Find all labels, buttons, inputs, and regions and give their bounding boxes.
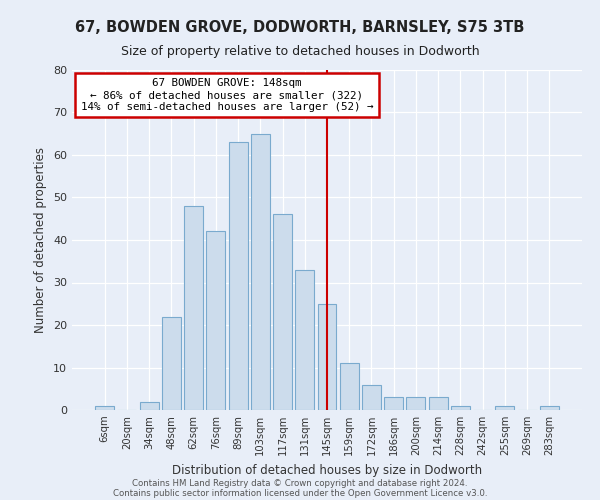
Bar <box>451 406 470 410</box>
Bar <box>429 397 448 410</box>
Bar <box>251 134 270 410</box>
Text: Contains public sector information licensed under the Open Government Licence v3: Contains public sector information licen… <box>113 488 487 498</box>
Bar <box>95 406 114 410</box>
Bar <box>273 214 292 410</box>
Bar <box>140 402 158 410</box>
Bar <box>184 206 203 410</box>
Text: Size of property relative to detached houses in Dodworth: Size of property relative to detached ho… <box>121 45 479 58</box>
Bar <box>406 397 425 410</box>
Y-axis label: Number of detached properties: Number of detached properties <box>34 147 47 333</box>
Bar <box>496 406 514 410</box>
Bar <box>295 270 314 410</box>
Text: Contains HM Land Registry data © Crown copyright and database right 2024.: Contains HM Land Registry data © Crown c… <box>132 478 468 488</box>
Text: 67, BOWDEN GROVE, DODWORTH, BARNSLEY, S75 3TB: 67, BOWDEN GROVE, DODWORTH, BARNSLEY, S7… <box>76 20 524 35</box>
Bar <box>340 363 359 410</box>
Bar <box>206 232 225 410</box>
Bar <box>384 397 403 410</box>
Bar <box>317 304 337 410</box>
Bar <box>540 406 559 410</box>
X-axis label: Distribution of detached houses by size in Dodworth: Distribution of detached houses by size … <box>172 464 482 476</box>
Text: 67 BOWDEN GROVE: 148sqm
← 86% of detached houses are smaller (322)
14% of semi-d: 67 BOWDEN GROVE: 148sqm ← 86% of detache… <box>80 78 373 112</box>
Bar <box>229 142 248 410</box>
Bar <box>162 316 181 410</box>
Bar <box>362 384 381 410</box>
